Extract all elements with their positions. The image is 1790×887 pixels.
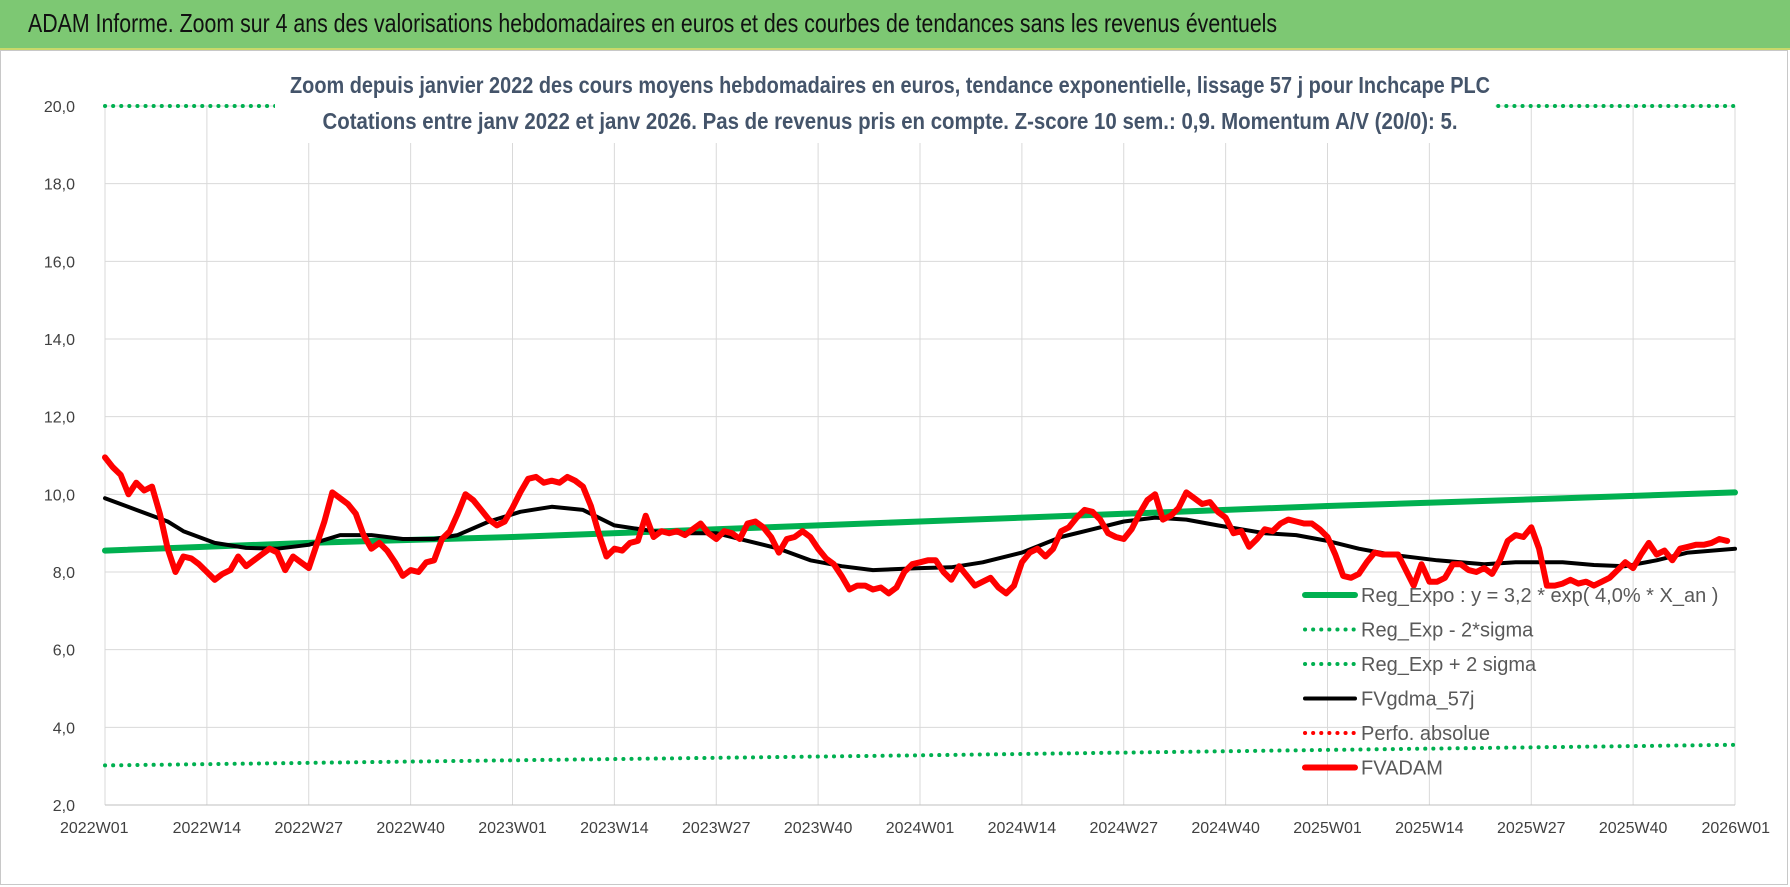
series-lines xyxy=(102,104,1738,768)
legend-entry-label: Perfo. absolue xyxy=(1361,723,1490,745)
x-tick-label: 2022W01 xyxy=(60,820,129,837)
x-tick-label: 2024W40 xyxy=(1191,820,1260,837)
grid-lines xyxy=(104,105,1736,806)
y-tick-label: 4,0 xyxy=(53,720,75,737)
x-tick-label: 2022W14 xyxy=(173,820,242,837)
x-tick-label: 2024W01 xyxy=(886,820,955,837)
x-tick-label: 2026W01 xyxy=(1702,820,1771,837)
chart-frame xyxy=(0,50,1788,885)
x-tick-label: 2023W27 xyxy=(682,820,751,837)
y-tick-label: 16,0 xyxy=(44,254,75,271)
x-tick-label: 2023W14 xyxy=(580,820,649,837)
chart-subtitle: Cotations entre janv 2022 et janv 2026. … xyxy=(323,108,1458,134)
x-tick-label: 2025W14 xyxy=(1395,820,1464,837)
x-tick-label: 2023W40 xyxy=(784,820,853,837)
y-axis: 2,0 4,0 6,0 8,0 10,0 12,0 14,0 16,0 18,0 20,0 xyxy=(44,99,75,815)
x-axis: 2022W01 2022W14 2022W27 2022W40 2023W01 2023W… xyxy=(60,820,1770,837)
y-tick-label: 18,0 xyxy=(44,177,75,194)
legend-entry-label: Reg_Exp - 2*sigma xyxy=(1361,620,1534,642)
report-title: ADAM Informe. Zoom sur 4 ans des valoris… xyxy=(28,8,1278,38)
x-tick-label: 2024W27 xyxy=(1090,820,1159,837)
x-tick-label: 2023W01 xyxy=(478,820,547,837)
y-tick-label: 6,0 xyxy=(53,643,75,660)
x-tick-label: 2025W27 xyxy=(1497,820,1566,837)
x-tick-label: 2022W40 xyxy=(376,820,445,837)
chart-title: Zoom depuis janvier 2022 des cours moyen… xyxy=(290,72,1490,98)
title-background xyxy=(275,63,1495,143)
x-tick-label: 2025W40 xyxy=(1599,820,1668,837)
legend-entry-label: Reg_Expo : y = 3,2 * exp( 4,0% * X_an ) xyxy=(1361,585,1718,607)
y-tick-label: 10,0 xyxy=(44,487,75,504)
report-header: ADAM Informe. Zoom sur 4 ans des valoris… xyxy=(0,0,1790,50)
chart-titles: Zoom depuis janvier 2022 des cours moyen… xyxy=(275,63,1495,143)
series-line-5 xyxy=(102,454,1731,597)
y-tick-label: 12,0 xyxy=(44,410,75,427)
legend-entry-label: Reg_Exp + 2 sigma xyxy=(1361,654,1537,676)
y-tick-label: 8,0 xyxy=(53,565,75,582)
y-tick-label: 14,0 xyxy=(44,332,75,349)
x-tick-label: 2025W01 xyxy=(1293,820,1362,837)
y-tick-label: 2,0 xyxy=(53,798,75,815)
x-tick-label: 2022W27 xyxy=(275,820,344,837)
series-line-0 xyxy=(102,489,1738,554)
legend: Reg_Expo : y = 3,2 * exp( 4,0% * X_an ) R… xyxy=(1302,585,1718,780)
x-tick-label: 2024W14 xyxy=(988,820,1057,837)
series-line-3 xyxy=(103,496,1737,573)
legend-entry-label: FVADAM xyxy=(1361,758,1443,780)
y-tick-label: 20,0 xyxy=(44,99,75,116)
legend-entry-label: FVgdma_57j xyxy=(1361,689,1474,711)
